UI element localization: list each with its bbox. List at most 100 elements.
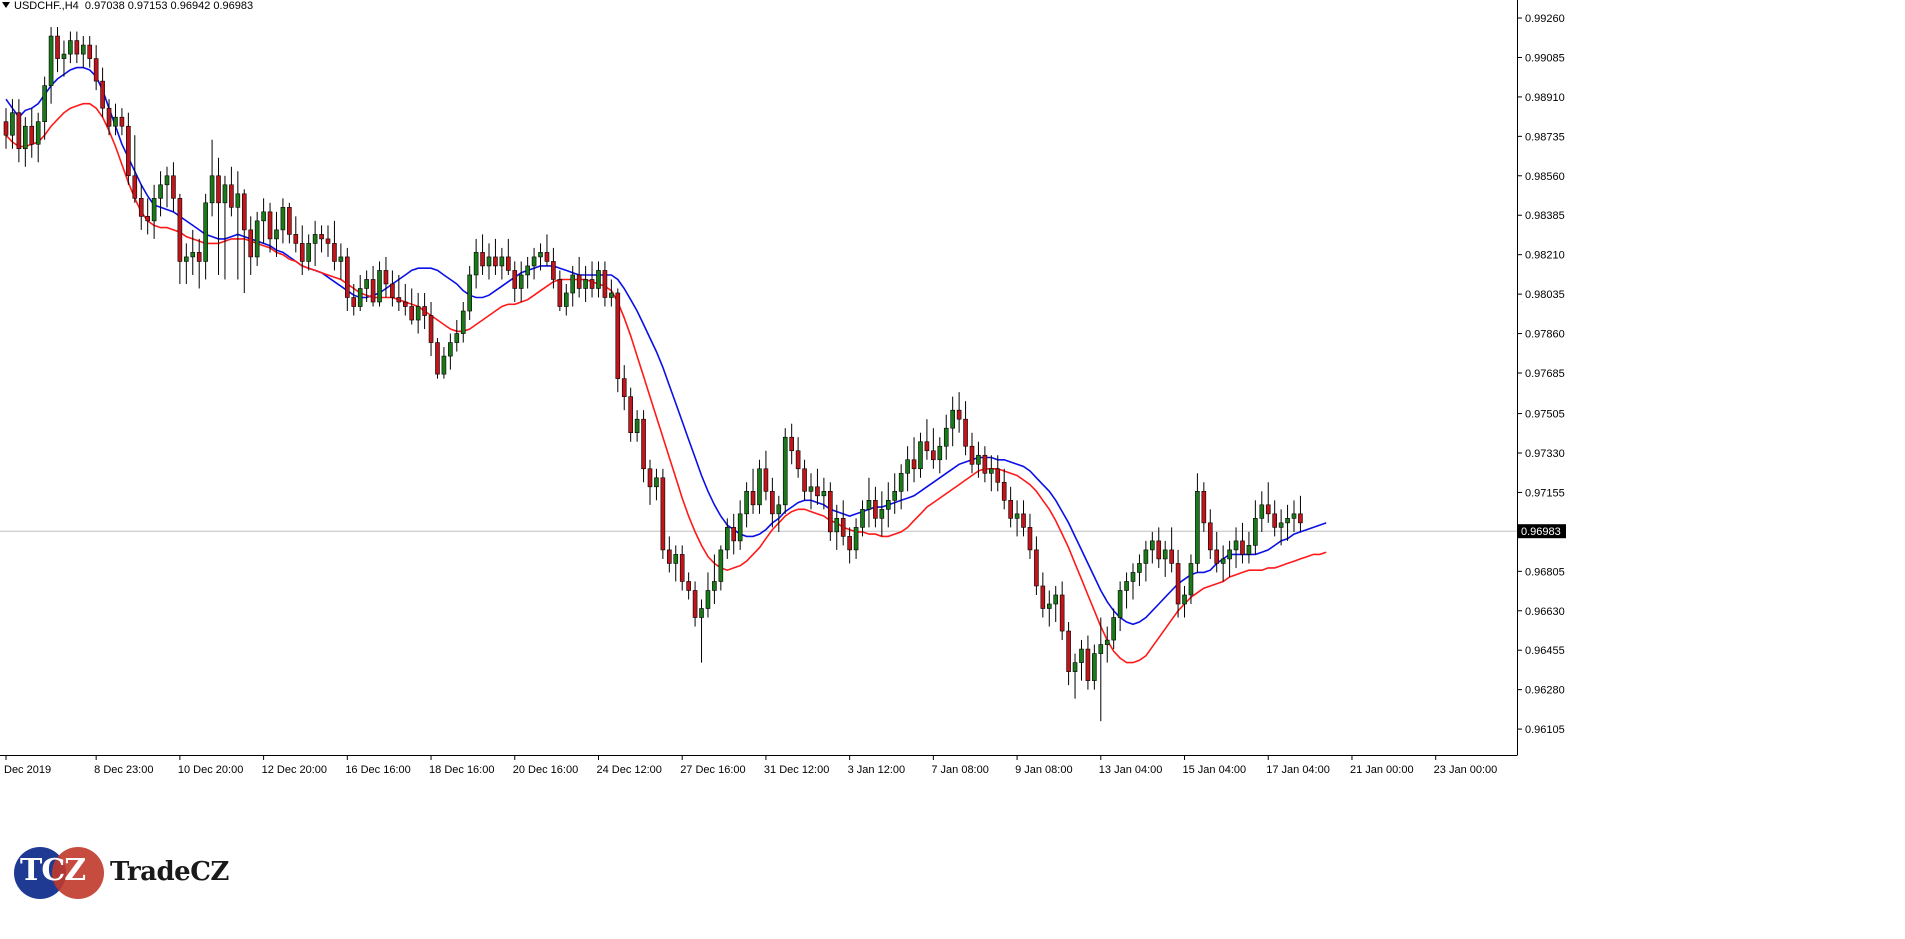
candle-body-bullish <box>898 472 904 492</box>
dropdown-triangle-icon[interactable] <box>2 2 10 8</box>
candle-body-bullish <box>254 220 260 258</box>
price-tick-label: 0.97860 <box>1525 329 1565 341</box>
candle-body-bearish <box>1001 481 1007 501</box>
candle <box>828 482 833 541</box>
candle <box>1240 522 1245 564</box>
candle-body-bearish <box>576 274 582 289</box>
candle-body-bearish <box>132 175 138 199</box>
candle-body-bearish <box>422 306 427 316</box>
candle <box>1195 473 1200 573</box>
candle <box>68 31 73 64</box>
candle-body-bearish <box>55 35 60 59</box>
price-tick-label: 0.98560 <box>1525 171 1565 183</box>
time-tick-label: 10 Dec 20:00 <box>178 764 243 776</box>
candle <box>132 135 138 203</box>
chart-header: USDCHF.,H4 0.97038 0.97153 0.96942 0.969… <box>0 0 253 12</box>
candle-body-bearish <box>126 125 131 177</box>
candle <box>673 545 679 582</box>
candle-body-bearish <box>815 486 820 497</box>
candle <box>435 338 440 379</box>
candle-body-bullish <box>415 306 421 321</box>
candle <box>145 198 150 235</box>
candle <box>918 432 923 478</box>
candle <box>312 220 318 266</box>
candle <box>557 270 563 312</box>
time-tick-label: 21 Jan 00:00 <box>1350 764 1414 776</box>
candle-body-bearish <box>789 436 794 452</box>
candle <box>164 166 170 208</box>
candle <box>280 198 286 244</box>
candle-body-bullish <box>467 274 472 312</box>
candle-body-bullish <box>1117 590 1123 618</box>
candle-body-bullish <box>1046 603 1052 609</box>
candle <box>596 261 601 298</box>
candle <box>10 99 15 149</box>
candle-body-bullish <box>531 256 537 267</box>
candle-body-bearish <box>1265 504 1271 515</box>
candle <box>1220 545 1226 582</box>
candle-body-bullish <box>654 477 659 488</box>
time-tick-label: 13 Jan 04:00 <box>1099 764 1163 776</box>
candle <box>196 238 202 289</box>
price-tick-label: 0.96455 <box>1525 645 1565 657</box>
price-tick-label: 0.97685 <box>1525 368 1565 380</box>
candle-body-bullish <box>570 274 576 294</box>
candle <box>950 396 955 447</box>
candle <box>428 302 434 357</box>
time-tick-label: 12 Dec 20:00 <box>262 764 327 776</box>
candle <box>699 599 704 663</box>
candle <box>821 477 827 510</box>
time-tick-label: 24 Dec 12:00 <box>596 764 661 776</box>
candle-body-bullish <box>918 441 923 470</box>
time-tick-label: 15 Jan 04:00 <box>1183 764 1247 776</box>
candle-body-bullish <box>744 491 749 515</box>
candle-body-bullish <box>976 454 981 465</box>
candle-body-bullish <box>821 491 827 497</box>
candle-body-bearish <box>100 80 105 109</box>
candle-body-bearish <box>119 116 125 127</box>
time-tick-label: Dec 2019 <box>4 764 51 776</box>
candle-body-bullish <box>1092 653 1097 681</box>
candle-body-bearish <box>138 198 144 217</box>
candle-body-bullish <box>209 175 215 204</box>
candle-body-bearish <box>969 445 975 465</box>
current-price-tag-box <box>1518 524 1566 539</box>
price-tick-label: 0.96630 <box>1525 606 1565 618</box>
candle-body-bullish <box>885 500 891 510</box>
current-price-tag: 0.96983 <box>1518 524 1566 539</box>
current-price-tag-label: 0.96983 <box>1521 526 1561 538</box>
price-tick-label: 0.96805 <box>1525 566 1565 578</box>
candle <box>287 202 292 244</box>
candle <box>493 238 498 275</box>
candle-body-bullish <box>1130 572 1136 582</box>
price-tick-label: 0.96280 <box>1525 685 1565 697</box>
candle <box>602 261 608 307</box>
candle-body-bearish <box>731 527 737 542</box>
candle-body-bearish <box>383 270 389 285</box>
candle <box>1053 585 1059 623</box>
candle <box>1130 563 1136 600</box>
candle <box>415 292 421 334</box>
candle-body-bullish <box>1014 513 1020 519</box>
candle-body-bearish <box>1214 549 1220 564</box>
candle <box>138 184 144 230</box>
candle-body-bullish <box>203 202 208 262</box>
candle <box>55 27 60 73</box>
candle-body-bullish <box>1111 617 1116 641</box>
candle <box>1027 513 1033 559</box>
candle-body-bullish <box>860 509 865 528</box>
candle <box>1021 500 1026 537</box>
price-tick-label: 0.98385 <box>1525 210 1565 222</box>
candle-body-bullish <box>1188 563 1194 596</box>
time-tick-label: 3 Jan 12:00 <box>848 764 906 776</box>
candle <box>1072 653 1078 699</box>
candle-body-bullish <box>866 500 872 510</box>
tradecz-logo: TCZ TradeCZ <box>14 845 234 901</box>
candle <box>866 477 872 528</box>
candle <box>222 175 228 280</box>
candle <box>589 261 595 298</box>
candle <box>402 283 408 316</box>
candle-body-bullish <box>1162 549 1168 560</box>
